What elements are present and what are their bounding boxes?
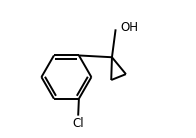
- Text: Cl: Cl: [72, 117, 84, 130]
- Text: OH: OH: [121, 21, 139, 34]
